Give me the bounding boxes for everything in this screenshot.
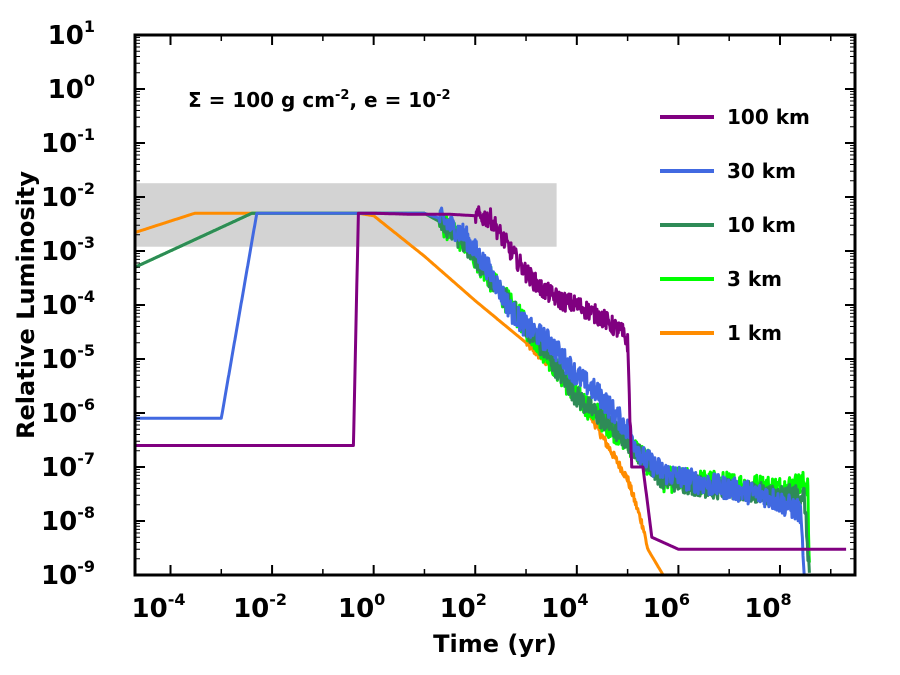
legend: 100 km 30 km 10 km 3 km 1 km [660, 105, 810, 345]
legend-label: 10 km [727, 213, 796, 237]
x-tick-label: 10-4 [132, 590, 186, 624]
annotation: Σ = 100 g cm-2, e = 10-2 [188, 88, 451, 112]
series-line-100-km [135, 205, 848, 551]
y-tick-label: 10-7 [41, 449, 95, 483]
x-tick-label: 102 [440, 590, 487, 624]
legend-label: 3 km [727, 267, 782, 291]
x-tick-label: 106 [643, 590, 690, 624]
x-tick-label: 100 [338, 590, 385, 624]
plot-frame [133, 33, 857, 577]
y-tick-label: 10-2 [41, 179, 95, 213]
legend-label: 30 km [727, 159, 796, 183]
y-tick-label: 10-1 [41, 125, 95, 159]
y-tick-label: 10-5 [41, 341, 95, 375]
y-axis-title: Relative Luminosity [12, 171, 40, 439]
legend-label: 1 km [727, 321, 782, 345]
x-tick-label: 10-2 [233, 590, 287, 624]
series-line-30-km [135, 206, 806, 575]
series-layer [135, 205, 848, 575]
y-tick-label: 100 [48, 71, 95, 105]
y-tick-label: 10-9 [41, 557, 95, 591]
y-tick-label: 101 [48, 17, 95, 51]
x-tick-label: 108 [744, 590, 791, 624]
legend-label: 100 km [727, 105, 810, 129]
x-axis-title: Time (yr) [433, 630, 557, 658]
x-tick-label: 104 [541, 590, 588, 624]
y-tick-label: 10-8 [41, 503, 95, 537]
y-tick-label: 10-3 [41, 233, 95, 267]
y-tick-label: 10-4 [41, 287, 95, 321]
y-tick-label: 10-6 [41, 395, 95, 429]
